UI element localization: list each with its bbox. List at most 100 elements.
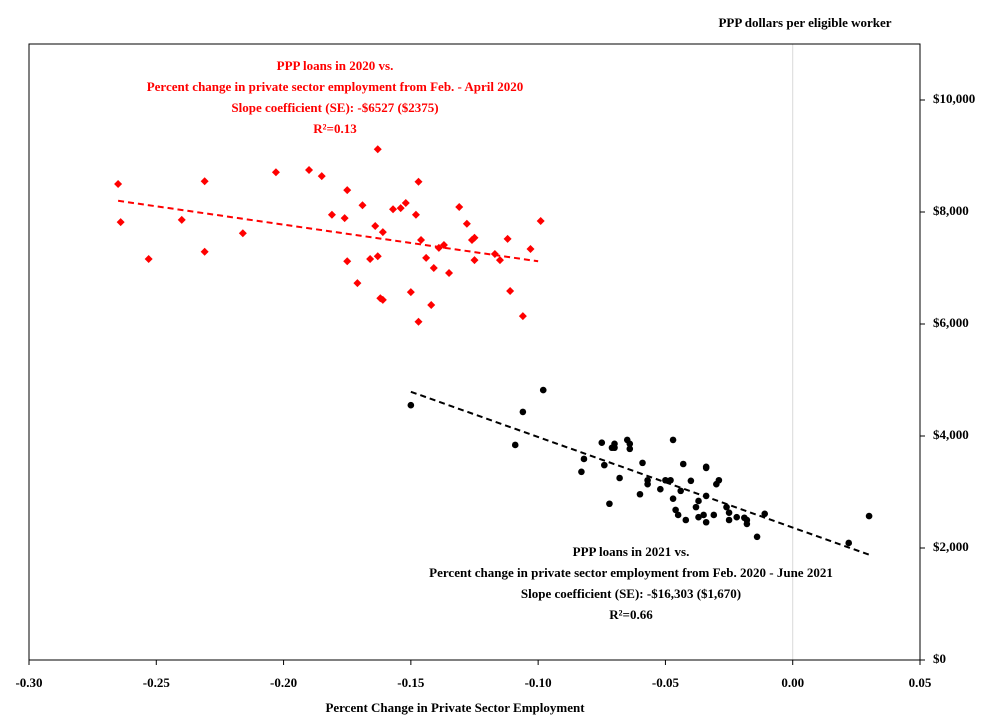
- point: [865, 512, 873, 520]
- point: [725, 516, 733, 524]
- point: [238, 229, 247, 238]
- point: [695, 513, 702, 521]
- point: [682, 516, 690, 524]
- annotation: PPP loans in 2021 vs.: [573, 544, 690, 559]
- chart-title: PPP dollars per eligible worker: [718, 15, 891, 30]
- annotation: Percent change in private sector employm…: [429, 565, 833, 580]
- y-tick-label: $0: [933, 651, 946, 666]
- point: [580, 455, 588, 463]
- x-tick-label: 0.00: [781, 675, 804, 690]
- x-tick-label: -0.15: [397, 675, 425, 690]
- point: [506, 286, 515, 295]
- point: [462, 219, 471, 228]
- point: [427, 300, 436, 309]
- point: [495, 256, 504, 265]
- point: [116, 218, 125, 227]
- annotation: Slope coefficient (SE): -$16,303 ($1,670…: [521, 586, 741, 601]
- annotation: Slope coefficient (SE): -$6527 ($2375): [231, 100, 438, 115]
- point: [639, 459, 646, 467]
- point: [674, 511, 682, 519]
- point: [366, 255, 375, 264]
- point: [327, 210, 336, 219]
- annotation: R²=0.66: [609, 607, 653, 622]
- point: [503, 234, 512, 243]
- point: [455, 202, 464, 211]
- point: [511, 441, 519, 449]
- point: [669, 436, 677, 444]
- point: [687, 477, 695, 485]
- point: [429, 264, 438, 272]
- point: [144, 255, 153, 264]
- point: [422, 253, 431, 262]
- annotation: PPP loans in 2020 vs.: [277, 58, 394, 73]
- point: [598, 439, 606, 447]
- x-tick-label: -0.05: [652, 675, 680, 690]
- point: [725, 509, 733, 517]
- point: [445, 269, 454, 278]
- point: [733, 513, 741, 521]
- y-tick-label: $4,000: [933, 427, 969, 442]
- point: [414, 177, 423, 186]
- point: [353, 279, 362, 288]
- point: [518, 312, 527, 321]
- x-tick-label: -0.10: [525, 675, 552, 690]
- point: [343, 186, 352, 195]
- x-tick-label: -0.30: [15, 675, 42, 690]
- x-tick-label: 0.05: [909, 675, 932, 690]
- point: [401, 199, 410, 208]
- point: [396, 204, 405, 213]
- point: [667, 476, 674, 484]
- point: [371, 222, 380, 230]
- point: [114, 180, 123, 188]
- point: [340, 214, 349, 223]
- point: [378, 295, 387, 304]
- point: [636, 490, 644, 498]
- point: [200, 177, 209, 186]
- point: [519, 408, 527, 416]
- point: [669, 495, 677, 503]
- point: [411, 210, 420, 219]
- annotation: R²=0.13: [313, 121, 357, 136]
- point: [406, 288, 415, 297]
- point: [715, 476, 723, 484]
- point: [616, 474, 623, 482]
- point: [539, 386, 547, 394]
- point: [417, 236, 426, 244]
- point: [723, 503, 730, 511]
- point: [378, 228, 387, 237]
- point: [526, 244, 535, 253]
- point: [606, 500, 613, 508]
- annotation: Percent change in private sector employm…: [147, 79, 524, 94]
- point: [177, 215, 186, 224]
- x-tick-label: -0.20: [270, 675, 297, 690]
- point: [373, 145, 382, 154]
- point: [753, 533, 761, 541]
- point: [679, 460, 687, 468]
- point: [692, 503, 700, 511]
- point: [490, 250, 499, 258]
- point: [743, 516, 751, 524]
- point: [626, 445, 634, 453]
- point: [271, 168, 280, 177]
- point: [578, 468, 585, 476]
- point: [407, 401, 415, 409]
- point: [710, 511, 718, 519]
- point: [373, 252, 382, 261]
- y-tick-label: $6,000: [933, 315, 969, 330]
- trend-line: [117, 199, 539, 263]
- point: [644, 480, 651, 488]
- y-tick-label: $8,000: [933, 203, 969, 218]
- point: [470, 233, 479, 242]
- point: [677, 487, 685, 495]
- point: [317, 172, 326, 181]
- point: [845, 539, 853, 547]
- point: [695, 497, 702, 505]
- point: [761, 510, 769, 518]
- trend-line: [410, 390, 870, 556]
- point: [343, 257, 352, 266]
- y-tick-label: $10,000: [933, 91, 975, 106]
- point: [611, 444, 618, 452]
- point: [305, 166, 314, 174]
- plot-frame: [28, 43, 921, 661]
